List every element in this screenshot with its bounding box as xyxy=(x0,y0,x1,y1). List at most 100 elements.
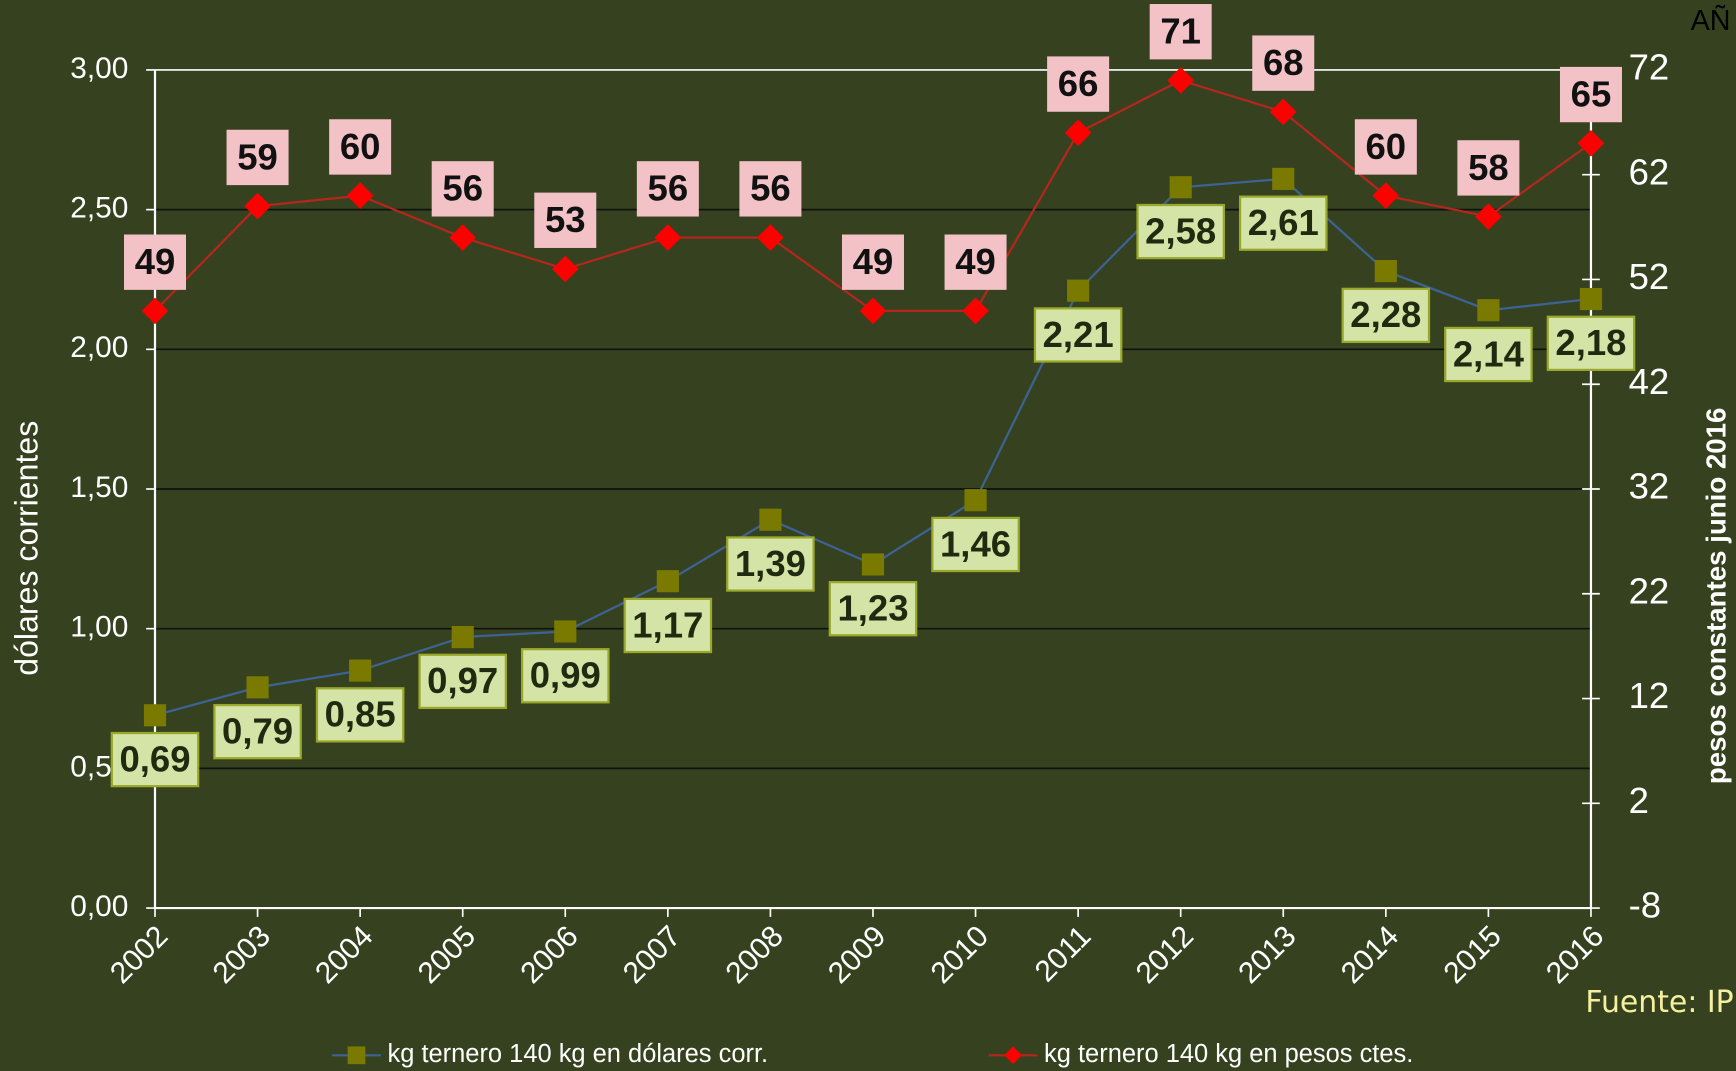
marker xyxy=(244,192,271,220)
marker xyxy=(451,625,474,649)
legend-label: kg ternero 140 kg en pesos ctes. xyxy=(1044,1040,1413,1068)
data-label-box xyxy=(226,129,289,186)
data-label-box xyxy=(636,161,699,217)
y2-tick-label: 22 xyxy=(1629,570,1670,611)
y2-tick-label: 62 xyxy=(1629,151,1670,192)
y-tick-label: 0,00 xyxy=(70,890,128,923)
marker xyxy=(1272,167,1295,190)
y-tick-label: 3,00 xyxy=(70,52,128,85)
data-label: 56 xyxy=(442,168,483,209)
data-label: 53 xyxy=(545,199,586,240)
data-label: 2,28 xyxy=(1350,294,1421,335)
y2-tick-label: 32 xyxy=(1629,466,1670,507)
data-label-box xyxy=(1341,287,1431,344)
data-label-box xyxy=(315,687,405,743)
data-label-box xyxy=(1033,307,1123,363)
data-label-box xyxy=(1457,140,1520,196)
marker xyxy=(449,224,476,251)
data-label-box xyxy=(828,581,918,637)
data-label: 0,99 xyxy=(530,655,601,696)
data-label: 1,39 xyxy=(735,543,806,584)
data-label: 0,97 xyxy=(427,660,498,701)
y2-tick-label: -8 xyxy=(1629,885,1661,926)
marker xyxy=(554,620,577,643)
y-tick-label: 2,00 xyxy=(70,331,128,364)
data-label: 2,21 xyxy=(1043,314,1114,355)
data-label-box xyxy=(534,192,597,248)
data-label-box xyxy=(110,731,200,788)
y-tick-label: 1,00 xyxy=(70,611,128,644)
data-label: 58 xyxy=(1468,147,1509,188)
data-label: 2,14 xyxy=(1453,333,1525,374)
marker xyxy=(551,255,579,283)
data-label-box xyxy=(726,536,815,592)
data-label-box xyxy=(124,234,186,290)
legend-label: kg ternero 140 kg en dólares corr. xyxy=(388,1040,769,1068)
data-label: 49 xyxy=(955,241,996,282)
data-label: 56 xyxy=(648,168,689,209)
y-tick-label: 2,50 xyxy=(70,192,128,225)
data-label: 68 xyxy=(1263,42,1304,83)
data-label: 0,69 xyxy=(119,738,190,779)
marker xyxy=(654,224,682,251)
data-label-box xyxy=(520,648,610,704)
y2-axis-label: pesos constantes junio 2016 xyxy=(1701,408,1732,785)
data-label: 0,85 xyxy=(325,694,396,735)
marker xyxy=(757,224,784,251)
marker xyxy=(656,570,679,593)
data-label: 0,79 xyxy=(222,711,293,752)
data-label-box xyxy=(1252,35,1315,91)
y2-tick-label: 2 xyxy=(1629,780,1649,821)
marker xyxy=(964,489,987,512)
data-label: 49 xyxy=(135,241,176,282)
data-label-box xyxy=(213,703,302,760)
data-label-box xyxy=(1546,315,1636,371)
source-note: Fuente: IP xyxy=(1585,985,1733,1020)
data-label: 1,17 xyxy=(632,604,703,645)
marker xyxy=(759,508,782,531)
y-axis-label: dólares corrientes xyxy=(8,421,44,676)
marker xyxy=(1269,98,1297,126)
legend-marker xyxy=(1004,1046,1022,1065)
marker xyxy=(1477,299,1500,322)
data-label: 60 xyxy=(340,126,381,167)
y2-tick-label: 12 xyxy=(1629,675,1670,716)
marker xyxy=(1475,203,1502,230)
legend-marker xyxy=(347,1046,366,1065)
marker xyxy=(1169,176,1192,199)
data-label: 2,58 xyxy=(1145,210,1216,251)
marker xyxy=(246,676,269,699)
data-label: 65 xyxy=(1571,73,1612,114)
marker xyxy=(1579,287,1603,311)
data-label-box xyxy=(1238,195,1328,251)
data-label-box xyxy=(1559,66,1622,123)
data-label: 49 xyxy=(853,241,894,282)
data-label: 59 xyxy=(237,136,278,177)
data-label-box xyxy=(1354,119,1417,175)
data-label-box xyxy=(1047,56,1110,112)
y-tick-label: 1,50 xyxy=(70,471,128,504)
data-label-box xyxy=(1136,203,1225,260)
data-label: 56 xyxy=(750,168,791,209)
data-label: 1,23 xyxy=(837,588,908,629)
marker xyxy=(1374,260,1397,283)
data-label-box xyxy=(841,234,904,290)
data-label: 2,18 xyxy=(1555,322,1626,363)
data-label-box xyxy=(1149,4,1212,60)
y2-tick-label: 42 xyxy=(1629,361,1670,402)
corner-note: AÑ xyxy=(1691,3,1731,37)
data-label-box xyxy=(329,119,392,175)
y2-tick-label: 52 xyxy=(1629,256,1670,297)
marker xyxy=(346,182,374,209)
data-label: 2,61 xyxy=(1248,202,1319,243)
y2-tick-label: 72 xyxy=(1629,47,1670,88)
marker xyxy=(349,659,372,682)
data-label-box xyxy=(931,516,1020,573)
data-label-box xyxy=(623,597,713,654)
data-label-box xyxy=(418,653,507,710)
data-label-box xyxy=(1444,326,1533,383)
data-label: 1,46 xyxy=(940,523,1011,564)
marker xyxy=(1372,182,1400,209)
